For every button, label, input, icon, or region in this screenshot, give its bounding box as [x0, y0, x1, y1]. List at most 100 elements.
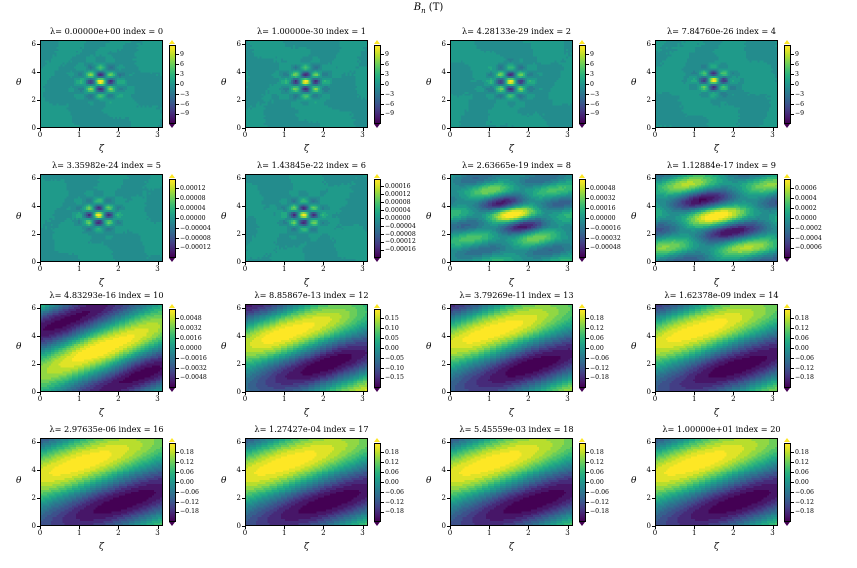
colorbar-tick-mark [791, 237, 794, 239]
y-tick-mark [242, 128, 245, 129]
x-tick-label: 0 [648, 395, 662, 403]
colorbar-tick-label: −0.06 [590, 489, 609, 496]
colorbar-tick-label: −0.0006 [795, 244, 822, 251]
y-tick-mark [447, 262, 450, 263]
subplot-panel-index-6: λ= 1.43845e-22 index = 6 0 2 4 6 0 1 2 3 θ ζ 0.0001… [219, 160, 416, 292]
colorbar: 9 6 3 0 −3 −6 −9 [169, 40, 189, 128]
y-tick-label: 0 [229, 258, 241, 266]
x-tick-label: 2 [521, 265, 535, 273]
x-tick-label: 3 [356, 529, 370, 537]
y-tick-label: 2 [639, 96, 651, 104]
y-tick-mark [242, 392, 245, 393]
y-tick-label: 6 [229, 40, 241, 48]
y-axis-label: θ [16, 476, 21, 486]
colorbar-tick-label: 0.00004 [385, 207, 411, 214]
y-tick-label: 6 [639, 304, 651, 312]
colorbar-tick-label: 0.00 [385, 479, 399, 486]
x-tick-mark [733, 526, 735, 529]
colorbar-tick-label: 6 [795, 61, 799, 68]
colorbar-tick-label: −0.18 [795, 374, 814, 381]
y-tick-label: 0 [639, 388, 651, 396]
colorbar-tick-label: 0.18 [795, 449, 809, 456]
colorbar-tick-label: 0.10 [385, 325, 399, 332]
colorbar-tick-mark [791, 338, 794, 339]
colorbar-tick-mark [586, 237, 589, 239]
colorbar-under-arrow [169, 124, 175, 128]
y-tick-label: 4 [434, 466, 446, 474]
y-tick-label: 4 [24, 332, 36, 340]
colorbar-tick-label: −0.12 [385, 499, 404, 506]
colorbar-tick-label: 0.05 [385, 335, 399, 342]
colorbar-tick-mark [176, 472, 179, 473]
x-tick-mark [694, 526, 695, 529]
panel-title: λ= 1.00000e-30 index = 1 [219, 26, 404, 36]
y-tick-mark [242, 308, 245, 309]
heatmap-axes [40, 438, 163, 526]
y-tick-label: 4 [639, 466, 651, 474]
colorbar-tick-label: 0.12 [795, 325, 809, 332]
colorbar-tick-label: 0.0048 [180, 315, 202, 322]
y-tick-label: 0 [229, 124, 241, 132]
y-tick-mark [652, 526, 655, 527]
x-tick-label: 1 [72, 529, 86, 537]
colorbar: 9 6 3 0 −3 −6 −9 [374, 40, 394, 128]
x-tick-mark [489, 526, 490, 529]
heatmap-axes [655, 40, 778, 128]
colorbar-tick-label: −0.10 [385, 365, 404, 372]
colorbar-under-arrow [784, 388, 790, 392]
colorbar-tick-label: 0.00016 [590, 205, 616, 212]
x-tick-label: 2 [316, 395, 330, 403]
x-tick-mark [284, 526, 285, 529]
x-axis-label: ζ [40, 278, 163, 288]
colorbar-over-arrow [784, 304, 790, 308]
colorbar-tick-mark [791, 247, 794, 249]
y-tick-label: 4 [639, 202, 651, 210]
x-tick-mark [772, 392, 774, 395]
colorbar-tick-mark [176, 218, 179, 219]
colorbar-tick-label: 0.00 [180, 479, 194, 486]
colorbar-tick-mark [381, 225, 384, 227]
colorbar-tick-mark [381, 103, 384, 105]
colorbar-tick-mark [791, 84, 794, 85]
colorbar: 0.15 0.10 0.05 0.00 −0.05 −0.10 −0.15 [374, 304, 404, 392]
colorbar-gradient [579, 44, 586, 124]
x-tick-label: 3 [561, 265, 575, 273]
y-tick-label: 4 [229, 332, 241, 340]
x-axis-label: ζ [655, 408, 778, 418]
x-tick-label: 0 [238, 131, 252, 139]
colorbar-tick-mark [791, 482, 794, 483]
y-tick-mark [447, 308, 450, 309]
colorbar-tick-mark [176, 93, 179, 95]
colorbar-tick-mark [176, 328, 179, 329]
panel-title: λ= 3.35982e-24 index = 5 [14, 160, 199, 170]
colorbar: 0.00012 0.00008 0.00004 0.00000 −0.00004 −0.0… [169, 174, 211, 262]
colorbar-tick-label: −6 [795, 101, 804, 108]
colorbar-tick-mark [791, 54, 794, 56]
panel-title: λ= 1.27427e-04 index = 17 [219, 424, 404, 434]
x-axis-label: ζ [450, 144, 573, 154]
colorbar-tick-label: 0.0000 [795, 215, 817, 222]
panel-title: λ= 1.00000e+01 index = 20 [629, 424, 814, 434]
y-axis-label: θ [426, 212, 431, 222]
colorbar-tick-label: −0.12 [590, 499, 609, 506]
x-tick-label: 0 [33, 131, 47, 139]
colorbar-tick-mark [586, 74, 589, 75]
subplot-panel-index-0: λ= 0.00000e+00 index = 0 0 2 4 6 0 1 2 3 θ ζ 9 6 3 0 −3… [14, 26, 204, 158]
y-tick-label: 4 [434, 202, 446, 210]
colorbar-tick-label: −0.0002 [795, 225, 822, 232]
x-tick-label: 1 [482, 131, 496, 139]
colorbar-tick-mark [791, 318, 794, 320]
colorbar-tick-mark [176, 452, 179, 454]
colorbar-tick-label: −0.06 [795, 489, 814, 496]
y-tick-label: 2 [229, 494, 241, 502]
colorbar-tick-label: 0.06 [590, 335, 604, 342]
x-tick-label: 1 [72, 395, 86, 403]
x-tick-mark [157, 526, 159, 529]
x-tick-mark [157, 392, 159, 395]
y-tick-mark [652, 206, 655, 207]
colorbar-tick-label: −0.06 [385, 489, 404, 496]
colorbar-tick-label: 0.0006 [795, 185, 817, 192]
x-tick-mark [450, 262, 451, 265]
x-tick-label: 3 [151, 529, 165, 537]
